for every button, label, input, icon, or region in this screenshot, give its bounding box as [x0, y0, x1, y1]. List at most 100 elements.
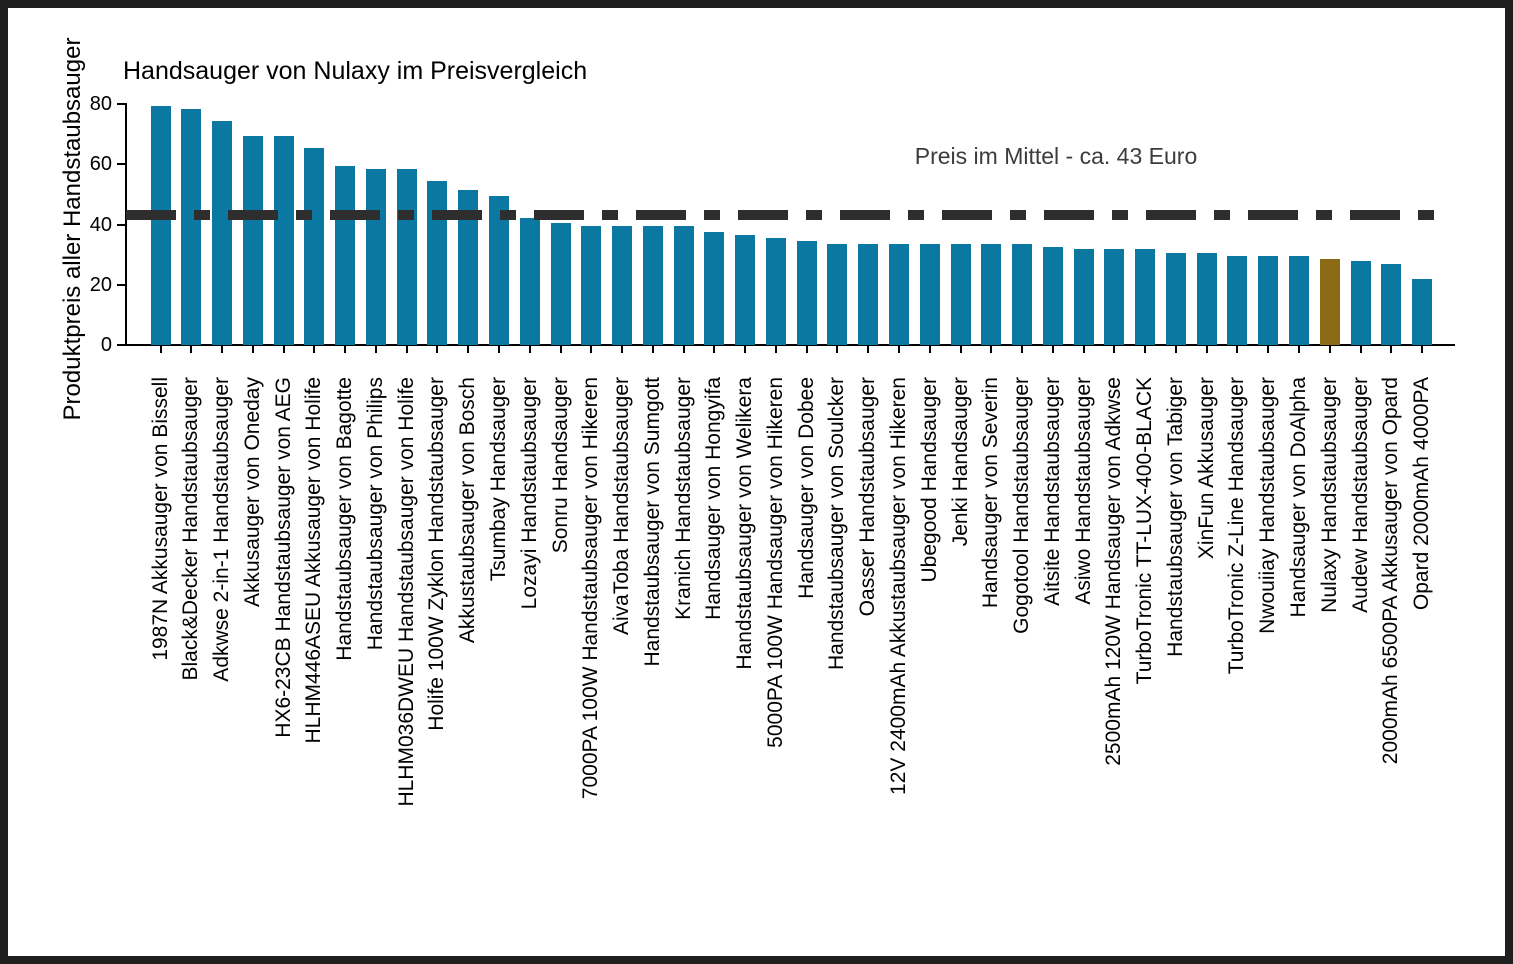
x-category-label: Handsauger von Hongyifa	[702, 377, 726, 620]
x-tick	[282, 346, 285, 353]
x-category-label: Handsauger von Severin	[979, 377, 1003, 609]
x-tick	[1082, 346, 1085, 353]
x-category-label: Handstaubsauger von Welikera	[733, 377, 757, 670]
bar	[1350, 260, 1371, 345]
x-tick	[497, 346, 500, 353]
y-tick-label: 40	[89, 213, 112, 236]
x-tick	[313, 346, 316, 353]
y-axis-line	[125, 103, 127, 346]
x-category-label: TurboTronic TT-LUX-400-BLACK	[1133, 377, 1157, 685]
bar	[427, 180, 448, 345]
x-category-label: Opard 2000mAh 4000PA	[1410, 377, 1434, 611]
bar	[396, 168, 417, 345]
x-category-label: Sonru Handsauger	[548, 377, 572, 554]
y-tick-label: 80	[89, 93, 112, 115]
x-tick	[344, 346, 347, 353]
x-category-label: Kranich Handstaubsauger	[671, 377, 695, 620]
x-tick	[436, 346, 439, 353]
x-tick	[1359, 346, 1362, 353]
x-category-label: Jenki Handsauger	[948, 377, 972, 547]
x-category-label: TurboTronic Z-Line Handsauger	[1225, 377, 1249, 675]
y-tick	[117, 103, 125, 105]
x-tick	[1051, 346, 1054, 353]
bar	[181, 108, 202, 345]
bar	[458, 189, 479, 345]
bar	[242, 135, 263, 345]
x-category-label: Aitsite Handstaubsauger	[1040, 377, 1064, 606]
x-tick	[1297, 346, 1300, 353]
bar	[919, 244, 940, 345]
x-category-label: Handstaubsauger von Philips	[363, 377, 387, 651]
bar	[1288, 256, 1309, 345]
x-category-label: Tsumbay Handsauger	[486, 377, 510, 582]
bar	[858, 244, 879, 345]
x-tick	[959, 346, 962, 353]
bar	[150, 105, 171, 345]
x-tick	[1328, 346, 1331, 353]
bar	[1381, 263, 1402, 345]
bar	[1196, 253, 1217, 345]
bar	[735, 235, 756, 345]
x-tick	[1144, 346, 1147, 353]
x-category-label: Gogotool Handstaubsauger	[1010, 377, 1034, 634]
x-tick	[467, 346, 470, 353]
bar	[365, 168, 386, 345]
x-tick	[1021, 346, 1024, 353]
page-title: Handsauger von Nulaxy im Preisvergleich	[123, 57, 588, 85]
x-category-label: Handsauger von Dobee	[794, 377, 818, 599]
x-tick	[559, 346, 562, 353]
x-category-label: Handstaubsauger von Tabiger	[1163, 377, 1187, 657]
x-tick	[713, 346, 716, 353]
x-category-label: 12V 2400mAh Akkustaubsauger von Hikeren	[886, 377, 910, 795]
x-category-label: Nwouiiay Handstaubsauger	[1256, 377, 1280, 634]
x-tick	[528, 346, 531, 353]
bar	[827, 244, 848, 345]
bar	[212, 120, 233, 345]
y-tick-label: 60	[89, 153, 112, 176]
bar	[1104, 248, 1125, 345]
x-category-label: Akkusauger von Oneday	[240, 377, 264, 607]
bar	[1258, 256, 1279, 345]
x-tick	[897, 346, 900, 353]
bar	[1135, 248, 1156, 345]
bar	[612, 226, 633, 345]
y-tick-label: 0	[100, 334, 112, 356]
y-tick	[117, 283, 125, 286]
bar	[1412, 278, 1433, 345]
y-tick	[117, 344, 125, 346]
bar	[796, 241, 817, 345]
x-category-label: AivaToba Handstaubsauger	[610, 377, 634, 636]
bar-highlight-nulaxy	[1319, 259, 1340, 345]
bar	[642, 226, 663, 345]
y-tick-label: 20	[89, 273, 112, 296]
x-category-label: Ubegood Handsauger	[917, 377, 941, 583]
x-tick	[774, 346, 777, 353]
bar	[1073, 248, 1094, 345]
x-tick	[374, 346, 377, 353]
x-tick	[159, 346, 162, 353]
bar	[1012, 244, 1033, 345]
bar	[550, 222, 571, 345]
bar	[1165, 253, 1186, 345]
x-category-label: Handstaubsauger von Soulcker	[825, 377, 849, 671]
mean-dashed-line	[126, 210, 1437, 221]
x-category-label: Handstaubsauger von Sumgott	[640, 377, 664, 667]
x-tick	[1205, 346, 1208, 353]
x-category-label: 5000PA 100W Handsauger von Hikeren	[763, 377, 787, 748]
x-tick	[1421, 346, 1424, 353]
x-tick	[805, 346, 808, 353]
x-category-label: Oasser Handstaubsauger	[856, 377, 880, 617]
x-category-label: Asiwo Handstaubsauger	[1071, 377, 1095, 605]
x-category-label: XinFun Akkusauger	[1194, 377, 1218, 560]
x-tick	[190, 346, 193, 353]
y-tick	[117, 223, 125, 226]
x-tick	[621, 346, 624, 353]
bar	[704, 232, 725, 345]
x-tick	[1113, 346, 1116, 353]
x-category-label: Lozayi Handstaubsauger	[517, 377, 541, 610]
x-tick	[990, 346, 993, 353]
x-tick	[1236, 346, 1239, 353]
x-tick	[221, 346, 224, 353]
x-tick	[405, 346, 408, 353]
bar	[335, 165, 356, 345]
